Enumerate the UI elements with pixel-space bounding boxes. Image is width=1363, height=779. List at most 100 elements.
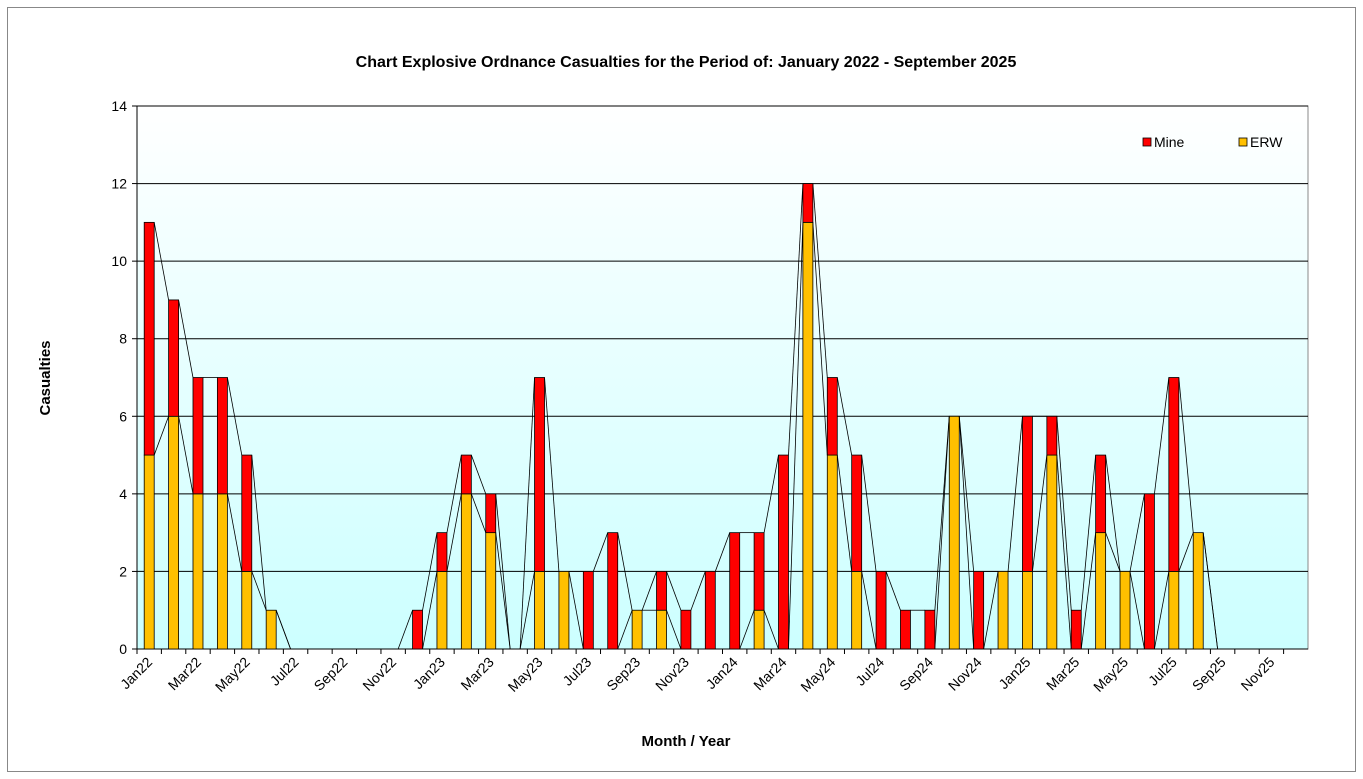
- bar-segment: [192, 377, 204, 495]
- bar-segment: [460, 454, 472, 495]
- series-line: [763, 610, 779, 650]
- series-line: [1178, 377, 1194, 533]
- series-line: [519, 377, 535, 650]
- series-line: [153, 222, 169, 301]
- series-line: [836, 455, 853, 572]
- series-line: [788, 183, 804, 456]
- series-line: [519, 571, 535, 650]
- legend-swatch: [1142, 137, 1152, 147]
- series-line: [1154, 571, 1170, 650]
- bar-segment: [436, 571, 448, 650]
- series-line: [470, 454, 487, 494]
- bar-segment: [168, 299, 179, 417]
- series-line: [1178, 532, 1194, 572]
- y-tick-label: 0: [119, 641, 127, 657]
- bar-segment: [753, 532, 765, 611]
- series-line: [153, 416, 169, 456]
- series-line: [983, 571, 999, 650]
- bar-segment: [216, 493, 228, 650]
- series-line: [178, 416, 194, 494]
- bar-segment: [582, 571, 594, 650]
- bar-segment: [534, 571, 545, 650]
- bar-segment: [460, 493, 472, 650]
- series-line: [861, 571, 877, 650]
- series-line: [1056, 416, 1072, 611]
- series-line: [641, 571, 657, 611]
- series-line: [666, 610, 682, 650]
- series-line: [1129, 493, 1145, 572]
- bar-segment: [1070, 609, 1082, 650]
- series-line: [739, 610, 755, 650]
- series-line: [958, 416, 975, 650]
- series-line: [812, 183, 828, 378]
- x-axis-label: Month / Year: [642, 733, 731, 750]
- legend-swatch: [1238, 137, 1248, 147]
- bar-segment: [802, 183, 814, 223]
- bar-segment: [680, 609, 692, 650]
- bar-segment: [1168, 571, 1180, 650]
- bar-segment: [1046, 454, 1058, 650]
- bar-segment: [924, 609, 936, 650]
- bar-segment: [436, 532, 448, 572]
- series-line: [1202, 532, 1219, 650]
- series-line: [763, 454, 779, 533]
- bar-segment: [216, 377, 228, 495]
- legend-label: Mine: [1154, 134, 1185, 150]
- series-line: [1080, 532, 1097, 650]
- bar-segment: [875, 571, 887, 650]
- bar-segment: [1119, 571, 1131, 650]
- bar-segment: [826, 454, 838, 650]
- series-line: [178, 299, 194, 378]
- y-tick-label: 6: [119, 408, 127, 424]
- series-line: [885, 571, 901, 611]
- bar-segment: [656, 609, 667, 650]
- bar-segment: [997, 571, 1009, 650]
- series-line: [1105, 455, 1121, 572]
- bar-segment: [1192, 532, 1204, 650]
- series-line: [275, 610, 291, 650]
- bar-segment: [241, 571, 253, 650]
- bar-segment: [1095, 454, 1107, 534]
- series-line: [592, 532, 609, 572]
- bar-segment: [1022, 571, 1033, 650]
- bar-segment: [558, 571, 570, 650]
- bar-segment: [1144, 493, 1155, 650]
- series-line: [446, 454, 462, 533]
- bar-segment: [778, 454, 789, 650]
- series-line: [470, 493, 487, 533]
- bar-segment: [1046, 415, 1058, 456]
- series-line: [1129, 571, 1145, 650]
- series-line: [568, 571, 584, 650]
- bar-segment: [973, 571, 985, 650]
- series-line: [1154, 377, 1170, 494]
- series-line: [1056, 455, 1072, 650]
- series-line: [1032, 455, 1048, 572]
- bar-segment: [753, 609, 765, 650]
- bar-segment: [607, 532, 619, 650]
- series-line: [788, 222, 804, 650]
- series-line: [251, 571, 267, 611]
- series-line: [1080, 455, 1097, 611]
- bar-segment: [802, 221, 814, 650]
- series-line: [495, 532, 511, 650]
- bar-segment: [485, 493, 497, 534]
- y-tick-label: 10: [111, 253, 127, 269]
- series-line: [251, 455, 267, 611]
- series-line: [617, 532, 633, 611]
- series-line: [226, 377, 243, 456]
- bar-segment: [900, 609, 911, 650]
- bar-segment: [265, 609, 277, 650]
- series-line: [714, 532, 731, 572]
- bar-segment: [485, 532, 497, 650]
- series-line: [446, 493, 462, 572]
- bar-segment: [729, 532, 741, 650]
- series-line: [495, 493, 511, 650]
- bar-segment: [143, 454, 155, 650]
- series-line: [226, 493, 243, 572]
- y-tick-label: 8: [119, 331, 127, 347]
- series-line: [812, 222, 828, 456]
- series-line: [666, 571, 682, 611]
- bar-segment: [704, 571, 716, 650]
- series-line: [934, 416, 950, 650]
